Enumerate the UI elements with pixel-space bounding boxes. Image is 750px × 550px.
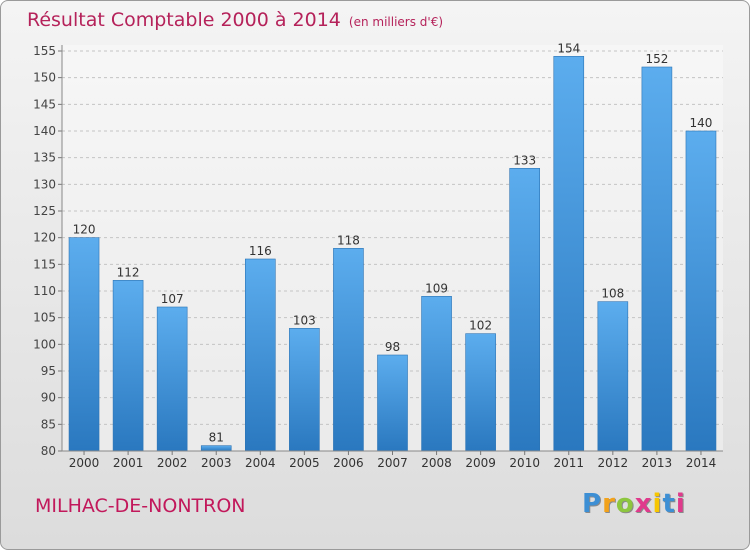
- y-tick-label: 150: [33, 71, 56, 85]
- bar-2001: [112, 280, 144, 452]
- y-tick-label: 105: [33, 311, 56, 325]
- y-tick-label: 115: [33, 257, 56, 271]
- x-tick-label: 2010: [509, 456, 540, 470]
- y-tick-label: 80: [41, 444, 56, 458]
- y-tick-label: 120: [33, 231, 56, 245]
- x-tick-label: 2013: [642, 456, 673, 470]
- x-tick-label: 2014: [686, 456, 717, 470]
- chart-title: Résultat Comptable 2000 à 2014: [27, 9, 341, 31]
- data-label: 109: [425, 281, 448, 295]
- x-tick-label: 2009: [465, 456, 496, 470]
- y-tick-label: 135: [33, 151, 56, 165]
- data-label: 120: [73, 223, 96, 237]
- bar-2010: [509, 168, 541, 452]
- y-tick-label: 145: [33, 97, 56, 111]
- y-tick-label: 140: [33, 124, 56, 138]
- bar-2014: [685, 130, 717, 452]
- x-tick-label: 2012: [598, 456, 629, 470]
- data-label: 103: [293, 313, 316, 327]
- y-tick-label: 110: [33, 284, 56, 298]
- bar-2003: [200, 445, 232, 452]
- proxiti-logo[interactable]: Proxiti: [582, 489, 686, 519]
- bar-2012: [597, 301, 629, 452]
- bar-2008: [421, 296, 452, 452]
- x-tick-label: 2008: [421, 456, 452, 470]
- y-tick-label: 130: [33, 177, 56, 191]
- x-tick-label: 2000: [69, 456, 100, 470]
- data-labels: 120 112 107 81 116 103 118 98 109 102 133 154 108 152…: [73, 41, 713, 444]
- data-label: 112: [117, 265, 140, 279]
- data-label: 98: [385, 340, 400, 354]
- logo-letter: t: [662, 489, 676, 519]
- bar-2013: [641, 66, 673, 452]
- bar-2004: [245, 258, 276, 452]
- x-tick-label: 2011: [553, 456, 584, 470]
- logo-letter: P: [582, 489, 603, 519]
- logo-letter: i: [675, 489, 686, 519]
- bar-2002: [156, 306, 188, 452]
- data-label: 133: [513, 153, 536, 167]
- x-tick-label: 2005: [289, 456, 320, 470]
- y-tick-label: 85: [41, 417, 56, 431]
- y-tick-label: 125: [33, 204, 56, 218]
- y-tick-label: 90: [41, 391, 56, 405]
- y-axis: 80 85 90 95 100 105 110 115 120 125 130 135 140 145 15…: [33, 44, 63, 458]
- data-label: 140: [690, 116, 713, 130]
- logo-letter: x: [634, 489, 653, 519]
- bar-2006: [333, 248, 364, 452]
- logo-letter: o: [615, 489, 635, 519]
- data-label: 154: [557, 41, 580, 55]
- data-label: 118: [337, 233, 360, 247]
- bar-2011: [553, 56, 585, 452]
- data-label: 116: [249, 244, 272, 258]
- bar-2000: [68, 237, 100, 452]
- y-tick-label: 95: [41, 364, 56, 378]
- x-tick-label: 2004: [245, 456, 276, 470]
- x-tick-label: 2002: [157, 456, 188, 470]
- logo-letter: i: [652, 489, 663, 519]
- chart-title-block: Résultat Comptable 2000 à 2014 (en millie…: [27, 9, 443, 31]
- y-tick-label: 155: [33, 44, 56, 58]
- bar-2009: [465, 333, 496, 452]
- x-tick-label: 2006: [333, 456, 364, 470]
- bar-2007: [377, 354, 408, 452]
- x-tick-label: 2003: [201, 456, 232, 470]
- bar-2005: [289, 328, 320, 452]
- y-tick-label: 100: [33, 337, 56, 351]
- data-label: 107: [161, 292, 184, 306]
- logo-letter: r: [602, 489, 616, 519]
- commune-name: MILHAC-DE-NONTRON: [35, 495, 246, 517]
- x-axis: 2000 2001 2002 2003 2004 2005 2006 2007 2008 2009…: [62, 450, 723, 470]
- data-label: 81: [209, 431, 224, 445]
- x-tick-label: 2007: [377, 456, 408, 470]
- data-label: 102: [469, 319, 492, 333]
- x-tick-label: 2001: [113, 456, 144, 470]
- data-label: 152: [645, 52, 668, 66]
- data-label: 108: [601, 287, 624, 301]
- chart-subtitle: (en milliers d'€): [348, 15, 444, 29]
- bars: [68, 56, 717, 452]
